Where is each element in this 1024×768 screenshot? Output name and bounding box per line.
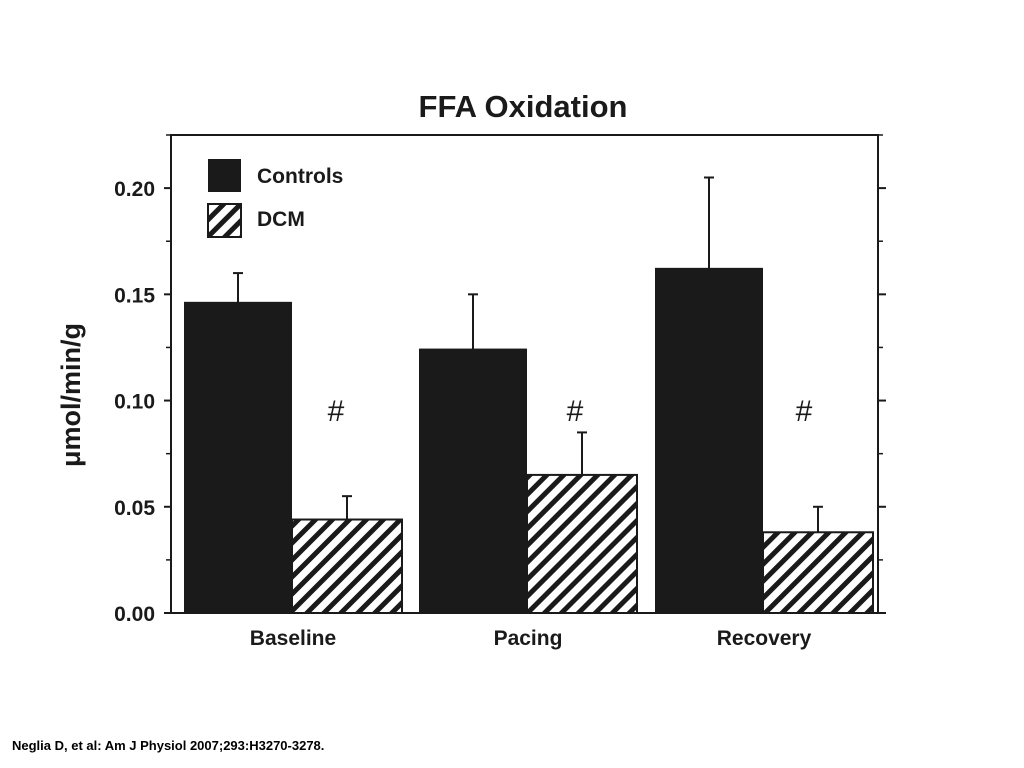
x-tick-label-recovery: Recovery bbox=[717, 627, 812, 650]
bar-dcm-recovery bbox=[762, 531, 874, 615]
ffa-oxidation-chart: FFA Oxidation μmol/min/g 0.00 0.05 0.10 0.1… bbox=[56, 89, 886, 650]
legend-label-controls: Controls bbox=[257, 165, 343, 188]
significance-marker: # bbox=[567, 395, 584, 428]
bar-dcm-pacing bbox=[526, 473, 638, 614]
y-tick-label: 0.15 bbox=[114, 284, 155, 307]
bar-controls-recovery bbox=[655, 267, 763, 614]
bar-dcm-baseline bbox=[291, 518, 403, 614]
chart-title: FFA Oxidation bbox=[419, 89, 628, 124]
legend-swatch-dcm bbox=[207, 203, 242, 238]
significance-marker: # bbox=[796, 395, 813, 428]
citation: Neglia D, et al: Am J Physiol 2007;293:H… bbox=[12, 738, 325, 753]
y-tick-label: 0.05 bbox=[114, 497, 155, 520]
legend-swatch-controls bbox=[208, 159, 241, 192]
y-tick-label: 0.10 bbox=[114, 391, 155, 414]
bar-controls-baseline bbox=[184, 301, 292, 614]
legend: Controls DCM bbox=[207, 159, 343, 238]
x-tick-label-baseline: Baseline bbox=[250, 627, 336, 650]
y-tick-label: 0.00 bbox=[114, 603, 155, 626]
x-tick-label-pacing: Pacing bbox=[494, 627, 563, 650]
y-axis-label: μmol/min/g bbox=[56, 323, 86, 467]
significance-marker: # bbox=[328, 395, 345, 428]
y-tick-label: 0.20 bbox=[114, 178, 155, 201]
legend-label-dcm: DCM bbox=[257, 208, 305, 231]
bar-controls-pacing bbox=[419, 348, 527, 614]
